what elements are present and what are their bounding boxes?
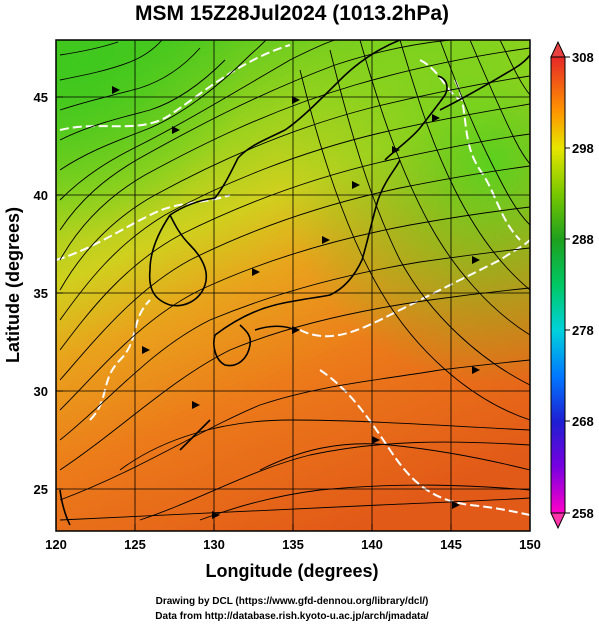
x-tick-label: 120	[45, 537, 67, 552]
colorbar-scale	[550, 56, 566, 514]
y-tick-label: 45	[34, 90, 48, 105]
colorbar-label: 278	[572, 323, 594, 338]
x-axis: 120 125 130 135 140 145 150 Longitude (d…	[45, 524, 541, 581]
honshu-coast	[214, 159, 401, 336]
colorbar-lower-arrow	[550, 512, 566, 530]
x-axis-title: Longitude (degrees)	[205, 561, 378, 581]
hokkaido-coast	[384, 75, 448, 161]
x-tick-label: 150	[519, 537, 541, 552]
coastlines	[59, 40, 530, 526]
korea-manchuria-coast	[169, 40, 401, 216]
colorbar-upper-arrow	[550, 40, 566, 58]
y-tick-label: 30	[34, 384, 48, 399]
ryukyu-islands	[179, 419, 211, 451]
y-tick-label: 40	[34, 188, 48, 203]
x-tick-label: 140	[361, 537, 383, 552]
x-tick-label: 130	[203, 537, 225, 552]
colorbar-label: 308	[572, 50, 594, 65]
plot-area	[56, 40, 530, 531]
colorbar: 308 298 288 278 268 258	[550, 40, 594, 530]
korean-peninsula-coast	[148, 214, 208, 307]
y-axis: 25 30 35 40 45 Latitude (degrees)	[3, 90, 63, 497]
wind-streamlines	[59, 40, 530, 521]
x-tick-label: 125	[124, 537, 146, 552]
colorbar-label: 288	[572, 232, 594, 247]
y-axis-title: Latitude (degrees)	[3, 207, 23, 363]
colorbar-label: 298	[572, 141, 594, 156]
taiwan-coast	[59, 489, 71, 526]
colorbar-label: 268	[572, 414, 594, 429]
kyushu-coast	[213, 324, 252, 367]
wind-arrowheads	[112, 86, 480, 519]
y-tick-label: 35	[34, 286, 48, 301]
isotherm-contours	[56, 44, 530, 516]
x-tick-label: 135	[282, 537, 304, 552]
credit-data-source: Data from http://database.rish.kyoto-u.a…	[155, 611, 429, 622]
y-tick-label: 25	[34, 482, 48, 497]
chart-title: MSM 15Z28Jul2024 (1013.2hPa)	[135, 2, 449, 25]
graticule	[56, 40, 530, 531]
kuril-islands-coast	[439, 54, 530, 111]
credit-drawing: Drawing by DCL (https://www.gfd-dennou.o…	[156, 596, 429, 607]
shikoku-coast	[254, 325, 296, 331]
x-tick-label: 145	[440, 537, 462, 552]
colorbar-label: 258	[572, 506, 594, 521]
